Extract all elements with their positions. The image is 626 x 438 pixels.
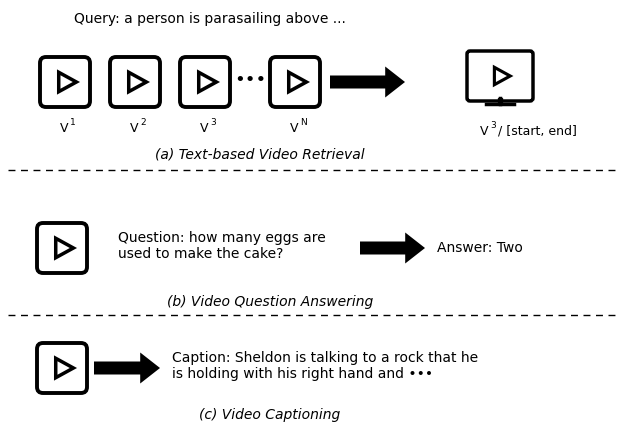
FancyBboxPatch shape	[37, 223, 87, 273]
Polygon shape	[330, 67, 405, 98]
Text: (a) Text-based Video Retrieval: (a) Text-based Video Retrieval	[155, 148, 365, 162]
FancyBboxPatch shape	[40, 57, 90, 107]
Text: Question: how many eggs are
used to make the cake?: Question: how many eggs are used to make…	[118, 231, 326, 261]
Polygon shape	[94, 353, 160, 384]
Text: 1: 1	[70, 118, 76, 127]
Text: Caption: Sheldon is talking to a rock that he
is holding with his right hand and: Caption: Sheldon is talking to a rock th…	[172, 351, 478, 381]
Text: 3: 3	[210, 118, 216, 127]
Text: V: V	[200, 122, 208, 135]
Text: V: V	[130, 122, 138, 135]
Text: V: V	[59, 122, 68, 135]
Text: (b) Video Question Answering: (b) Video Question Answering	[167, 295, 373, 309]
Text: V: V	[480, 125, 488, 138]
FancyBboxPatch shape	[37, 343, 87, 393]
Text: Answer: Two: Answer: Two	[437, 241, 523, 255]
Text: Query: a person is parasailing above ...: Query: a person is parasailing above ...	[74, 12, 346, 26]
Bar	[498, 98, 502, 102]
Text: 3: 3	[490, 121, 496, 130]
Text: •••: •••	[234, 71, 266, 89]
Text: / [start, end]: / [start, end]	[494, 125, 577, 138]
FancyBboxPatch shape	[110, 57, 160, 107]
Polygon shape	[360, 233, 425, 264]
Text: V: V	[290, 122, 298, 135]
Text: (c) Video Captioning: (c) Video Captioning	[199, 408, 341, 422]
FancyBboxPatch shape	[270, 57, 320, 107]
Text: N: N	[300, 118, 307, 127]
FancyBboxPatch shape	[467, 51, 533, 101]
FancyBboxPatch shape	[180, 57, 230, 107]
Text: 2: 2	[140, 118, 146, 127]
